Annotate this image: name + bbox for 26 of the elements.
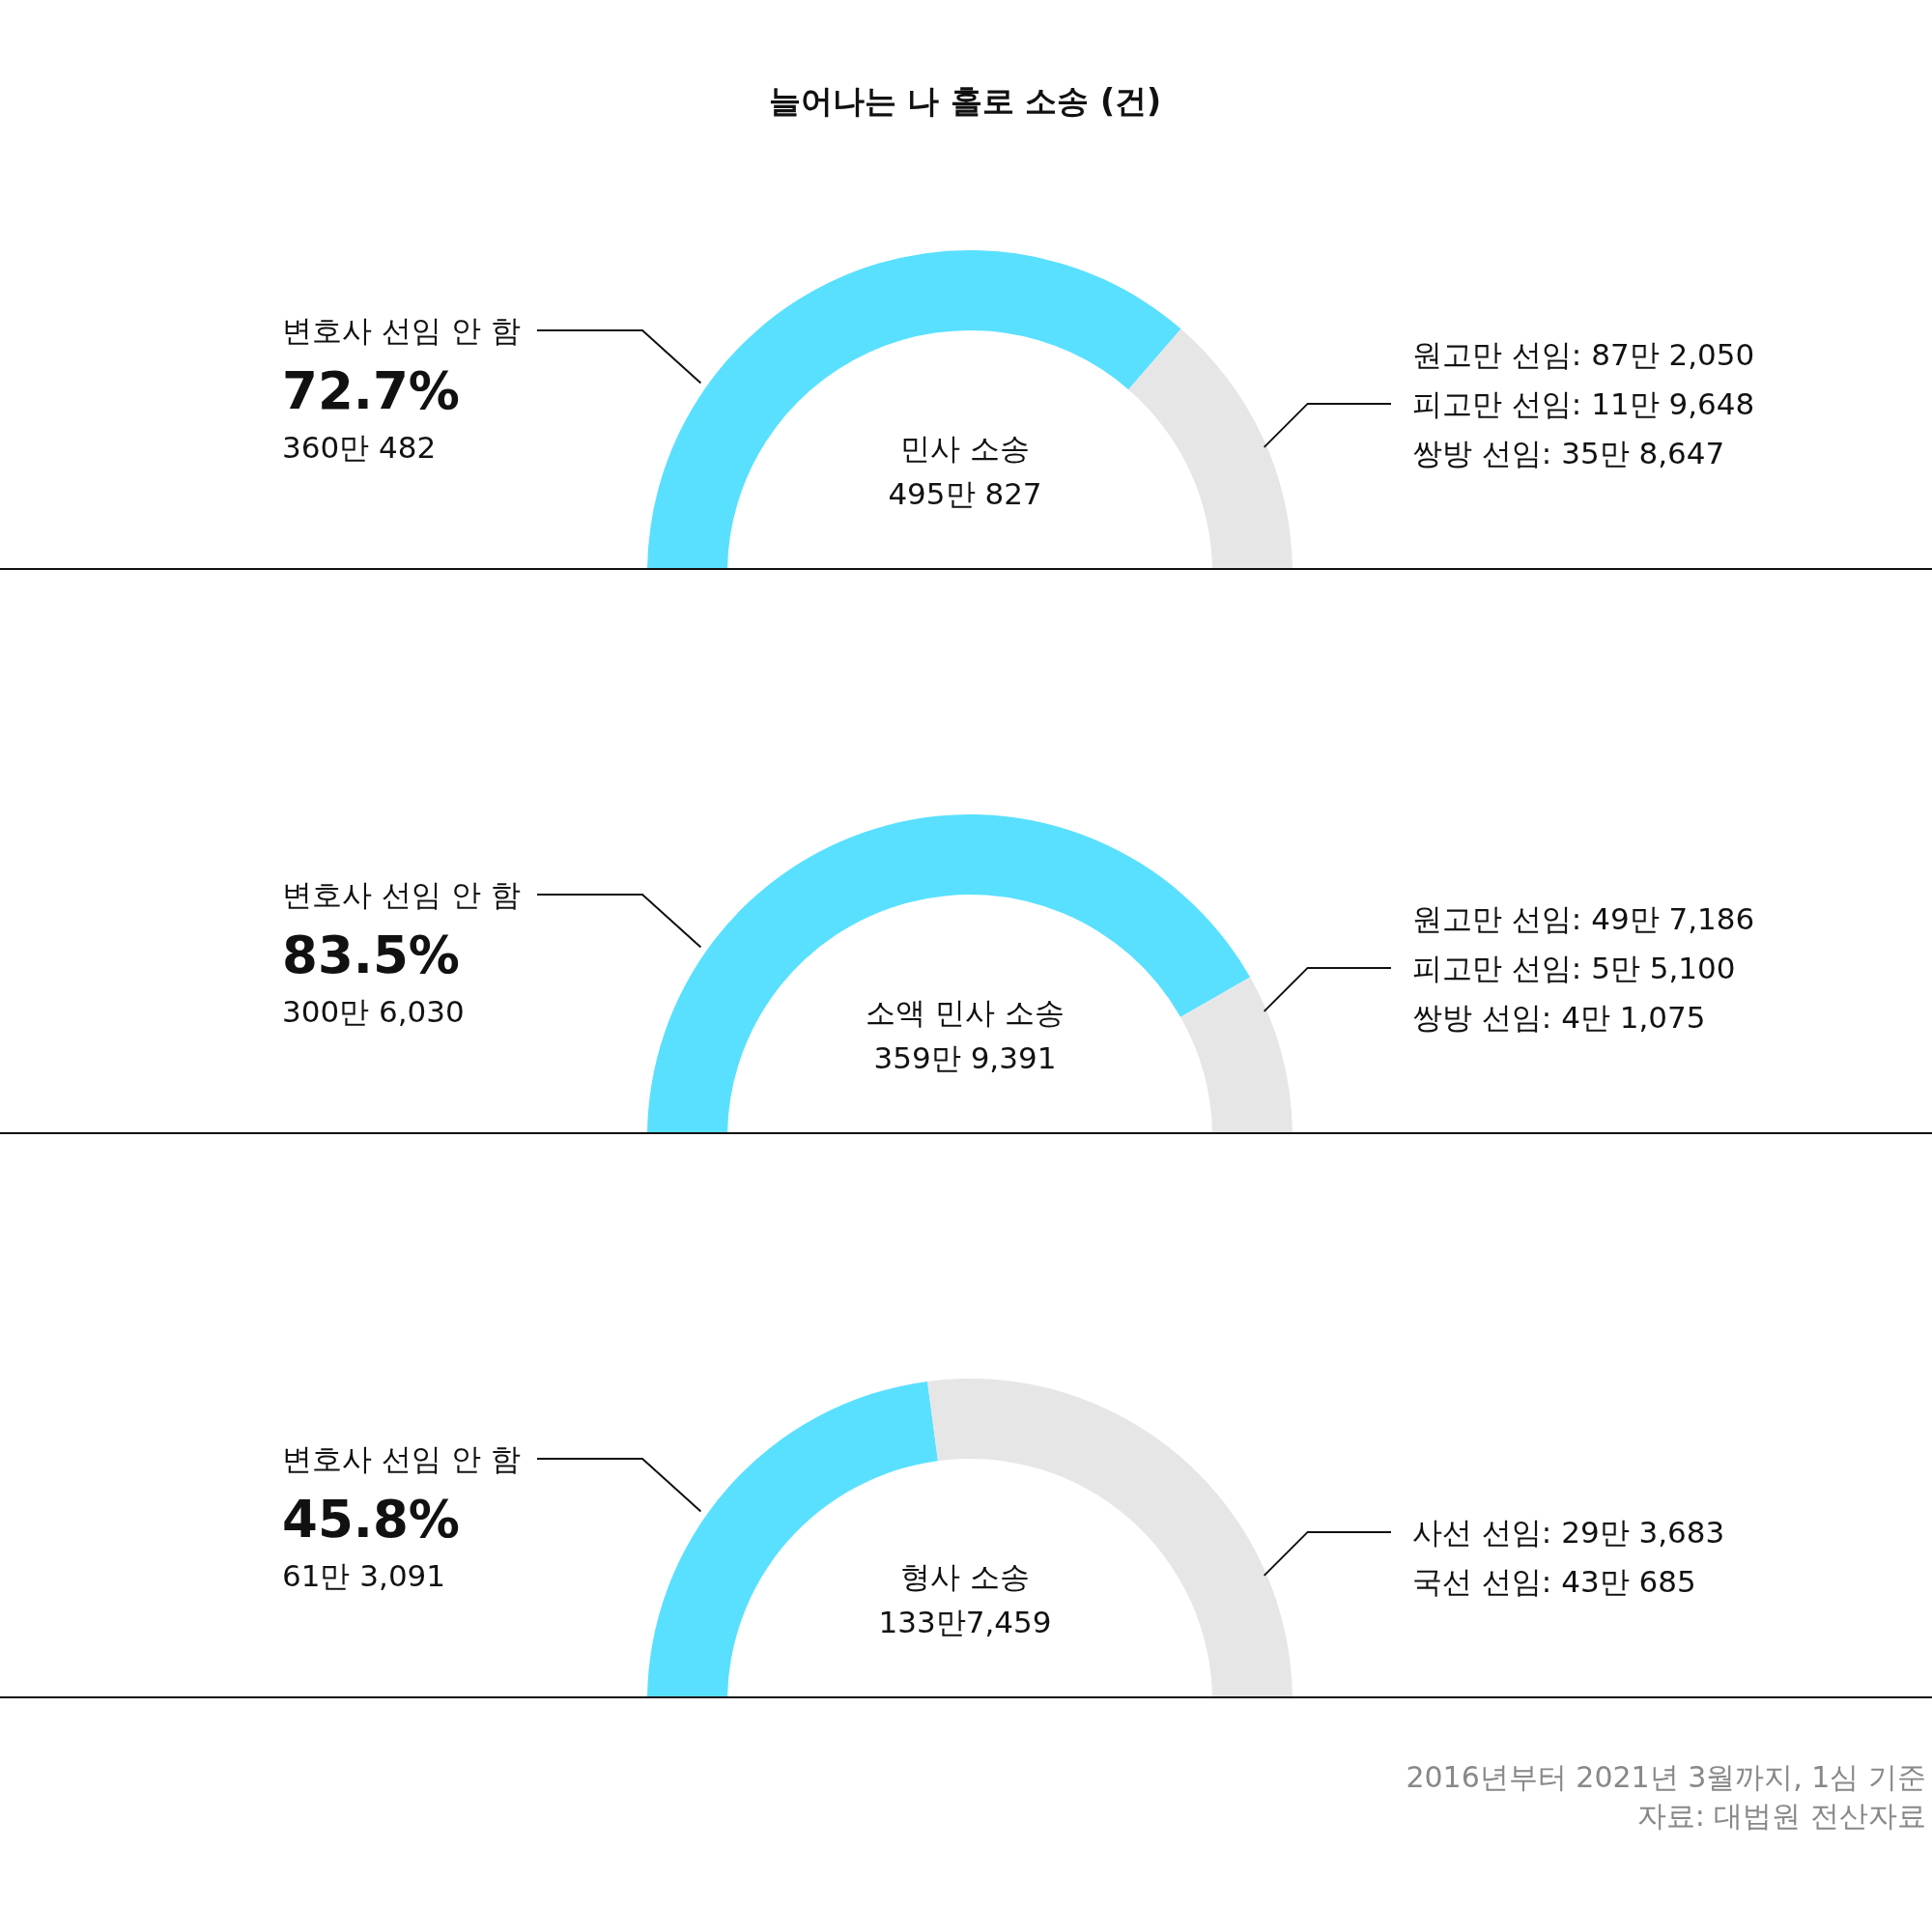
slice-label: 변호사 선임 안 함 [282,875,521,914]
text: 자료: 대법원 전산자료 [1636,1798,1926,1835]
text: 61만 3,091 [282,1556,446,1595]
text: 2016년부터 2021년 3월까지, 1심 기준 [1406,1759,1926,1796]
text: 133만7,459 [877,1603,1053,1641]
text: 300만 6,030 [282,992,465,1031]
text: 359만 9,391 [872,1039,1058,1077]
text: 495만 827 [887,474,1043,513]
text: 원고만 선임: 87만 2,050 [1412,335,1755,374]
text: 피고만 선임: 5만 5,100 [1412,949,1736,987]
slice-label: 변호사 선임 안 함 [282,311,521,350]
slice-label: 변호사 선임 안 함 [282,1439,521,1478]
data-label: 45.8% [282,1488,460,1551]
text: 피고만 선임: 11만 9,648 [1412,384,1755,423]
data-label: 72.7% [282,359,460,422]
text: 소액 민사 소송 [865,993,1065,1032]
data-label: 83.5% [282,924,460,986]
text: 원고만 선임: 49만 7,186 [1412,899,1755,938]
text: 360만 482 [282,428,437,467]
text: 사선 선임: 29만 3,683 [1412,1513,1725,1551]
text: 쌍방 선임: 4만 1,075 [1412,998,1706,1037]
chart-title: 늘어나는 나 홀로 소송 (건) [767,80,1163,122]
text: 쌍방 선임: 35만 8,647 [1412,434,1725,472]
text: 민사 소송 [899,429,1031,468]
text: 형사 소송 [899,1557,1031,1596]
text: 국선 선임: 43만 685 [1412,1562,1696,1601]
